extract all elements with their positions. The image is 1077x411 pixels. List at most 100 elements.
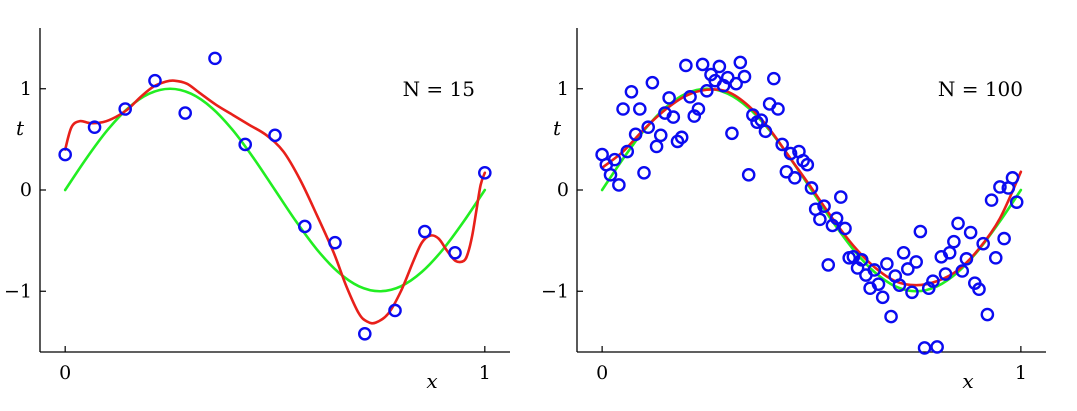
x-axis-label: x [962, 369, 973, 393]
data-point [758, 124, 773, 139]
data-point [208, 51, 222, 66]
x-tick-label: 1 [479, 362, 491, 384]
data-point [616, 102, 630, 116]
data-point [909, 255, 923, 269]
y-axis-label: t [16, 116, 25, 140]
y-tick-label: −1 [4, 280, 32, 302]
data-point [754, 113, 769, 127]
data-point [268, 128, 282, 143]
data-point [725, 126, 739, 141]
data-point [712, 59, 727, 74]
data-point [905, 285, 919, 300]
data-point [637, 165, 651, 180]
y-tick-label: 0 [557, 179, 569, 201]
true-curve-line [63, 87, 487, 293]
data-point [787, 171, 802, 185]
data-point [641, 120, 655, 135]
data-point [118, 102, 132, 116]
data-point [854, 253, 869, 267]
data-point [917, 341, 932, 355]
data-point [478, 165, 492, 180]
data-point [771, 102, 785, 116]
chart-panel-n100: −1 0 1 0 1 t x N = 100 [541, 28, 1046, 393]
data-point [729, 76, 743, 91]
data-point [87, 120, 102, 135]
data-point [633, 102, 647, 116]
data-point [959, 252, 974, 266]
data-point [884, 309, 898, 324]
data-point [741, 168, 756, 182]
data-point [834, 190, 848, 204]
data-point [988, 251, 1003, 265]
y-tick-label: 0 [20, 179, 32, 201]
data-point [238, 137, 253, 152]
y-tick-label: −1 [541, 280, 569, 302]
data-point [607, 152, 622, 167]
data-point [892, 278, 907, 292]
data-point [358, 326, 372, 341]
data-point [674, 130, 689, 145]
data-point [875, 290, 890, 305]
data-point [930, 340, 944, 354]
data-point [1009, 195, 1024, 209]
data-point [951, 216, 965, 231]
data-point [867, 263, 882, 277]
data-point [649, 139, 664, 154]
data-point [846, 250, 861, 264]
data-point [972, 282, 986, 297]
data-point [829, 211, 844, 226]
data-point [297, 219, 312, 234]
data-point [737, 69, 752, 84]
data-point [926, 274, 940, 288]
data-point [984, 193, 999, 207]
data-point [679, 58, 693, 73]
data-point [997, 231, 1011, 246]
data-point [666, 110, 681, 124]
data-point [938, 267, 953, 281]
data-point [695, 57, 710, 72]
data-point [817, 199, 831, 213]
chart-panel-n15: −1 0 1 0 1 t x N = 15 [4, 28, 510, 393]
data-point [871, 277, 886, 291]
data-point [838, 221, 852, 236]
data-point [896, 245, 911, 260]
data-point [955, 264, 970, 278]
x-tick-label: 0 [596, 362, 608, 384]
data-point [624, 84, 639, 99]
data-point [901, 262, 915, 276]
data-point [880, 257, 894, 271]
data-point [800, 157, 815, 172]
data-point [1005, 171, 1020, 185]
data-point [775, 137, 789, 152]
data-point [691, 102, 706, 116]
data-point [733, 55, 748, 70]
data-point [700, 83, 714, 98]
y-tick-label: 1 [20, 78, 32, 100]
data-point [662, 91, 676, 105]
data-point [620, 144, 635, 159]
data-point [993, 180, 1007, 194]
data-point [653, 128, 668, 143]
data-point [628, 127, 643, 142]
x-tick-label: 0 [59, 362, 71, 384]
data-point [913, 224, 928, 239]
sample-size-annotation: N = 100 [938, 77, 1023, 101]
data-point [783, 146, 798, 161]
data-point [813, 212, 827, 227]
data-point [58, 147, 72, 162]
data-point [148, 73, 162, 88]
fitted-curve-line [63, 79, 487, 325]
data-point [612, 178, 626, 192]
data-point [328, 235, 342, 250]
data-point [418, 224, 432, 239]
data-point [388, 303, 402, 318]
data-point [683, 90, 697, 104]
data-point [963, 225, 978, 240]
data-point [980, 307, 995, 322]
data-point [603, 168, 618, 182]
y-axis-label: t [553, 116, 562, 140]
x-axis-label: x [426, 369, 437, 393]
data-point [767, 71, 781, 86]
y-tick-label: 1 [557, 78, 569, 100]
